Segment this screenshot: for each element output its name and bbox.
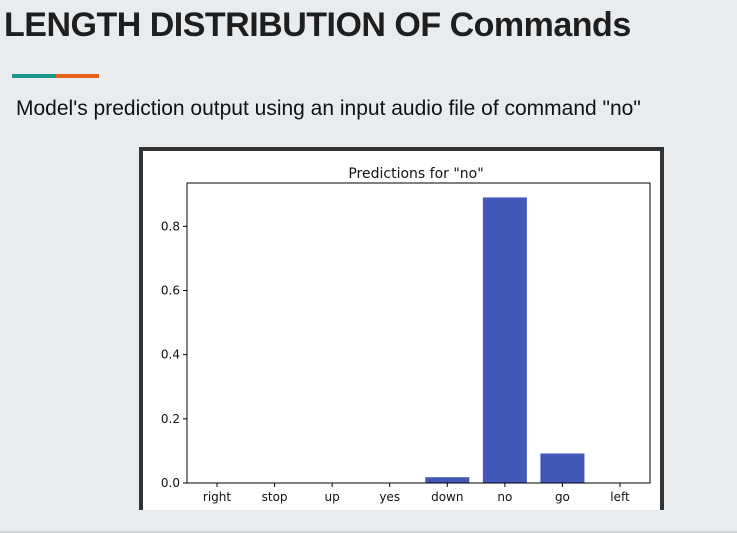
y-tick-label: 0.8	[161, 219, 180, 233]
plot-area-frame	[186, 182, 651, 484]
x-tick-label: down	[431, 490, 463, 504]
title-accent-teal	[12, 74, 56, 78]
footer-divider	[0, 531, 737, 533]
x-tick-label: go	[555, 490, 570, 504]
bar-no	[482, 197, 527, 483]
bar-go	[540, 453, 585, 483]
chart-frame: Predictions for "no" 0.0 0.2 0.4 0.6 0.8 rig…	[139, 147, 664, 510]
x-tick-label: stop	[262, 490, 288, 504]
bar-chart: Predictions for "no" 0.0 0.2 0.4 0.6 0.8 rig…	[161, 166, 651, 504]
chart-title: Predictions for "no"	[348, 166, 483, 182]
slide-title: LENGTH DISTRIBUTION OF Commands	[4, 6, 631, 44]
y-tick-label: 0.0	[161, 476, 180, 490]
y-tick-label: 0.6	[161, 283, 180, 297]
slide-subtitle: Model's prediction output using an input…	[16, 97, 641, 120]
x-tick-label: up	[325, 490, 340, 504]
x-tick-label: right	[203, 490, 231, 504]
x-tick-label: left	[610, 490, 630, 504]
y-tick-label: 0.4	[161, 348, 180, 362]
bar-down	[425, 477, 470, 483]
x-tick-label: no	[497, 490, 512, 504]
title-accent-orange	[56, 74, 99, 78]
x-tick-label: yes	[379, 490, 400, 504]
y-tick-label: 0.2	[161, 412, 180, 426]
